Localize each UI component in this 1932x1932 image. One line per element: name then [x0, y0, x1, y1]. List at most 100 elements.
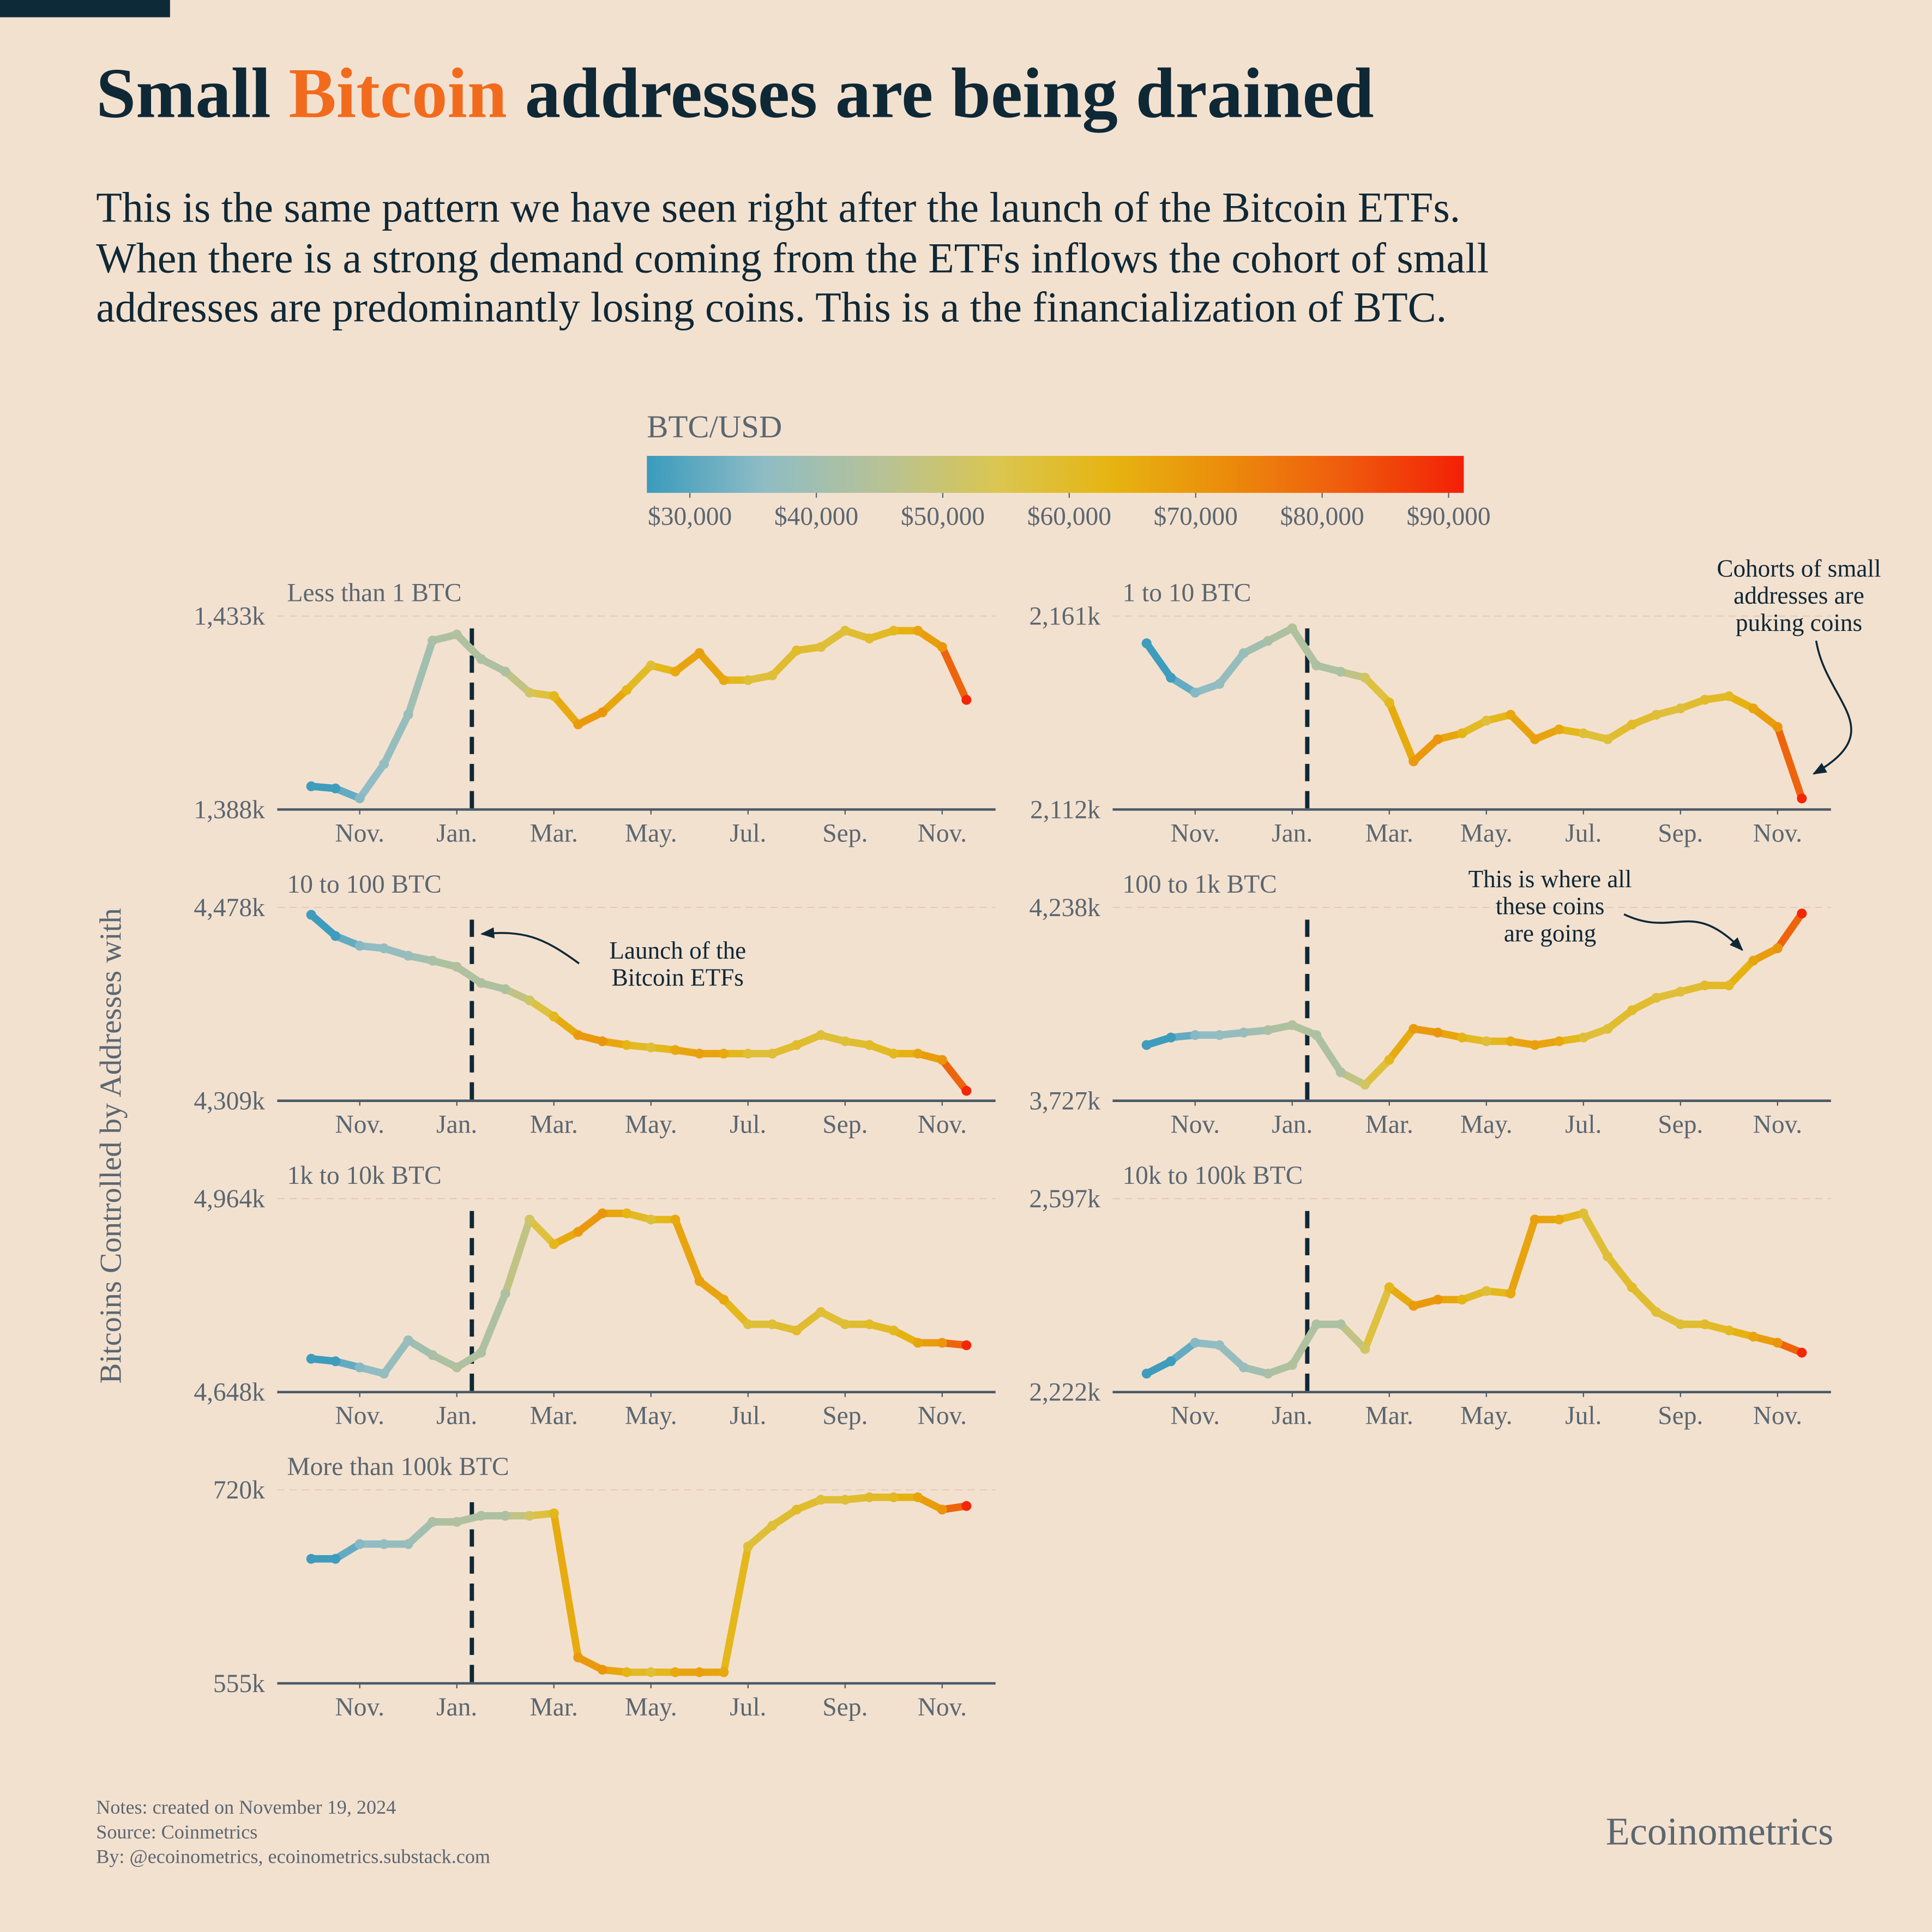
- data-point: [1627, 719, 1637, 730]
- corner-bar: [0, 0, 170, 17]
- x-tick-label: Jan.: [436, 1402, 477, 1430]
- data-point: [694, 1049, 705, 1059]
- colorbar-tick-label: $50,000: [901, 503, 985, 531]
- data-point: [1433, 1027, 1443, 1038]
- panel-title: 10 to 100 BTC: [287, 870, 441, 899]
- line-segment: [307, 911, 339, 940]
- line-segment: [1604, 1006, 1636, 1033]
- data-point: [694, 1667, 705, 1677]
- data-point: [646, 1214, 656, 1225]
- y-tick-label: 1,388k: [194, 796, 265, 824]
- data-point: [622, 685, 632, 695]
- data-point: [1724, 1325, 1734, 1335]
- data-point: [1700, 980, 1710, 991]
- data-point: [1530, 734, 1540, 744]
- title-part: Small: [96, 54, 288, 133]
- x-tick-label: May.: [1460, 1402, 1513, 1430]
- data-point: [428, 955, 438, 966]
- data-point: [961, 1086, 972, 1096]
- data-point: [743, 675, 753, 685]
- data-point: [1384, 697, 1394, 708]
- y-tick-label: 4,238k: [1029, 894, 1100, 922]
- data-point: [743, 1049, 753, 1059]
- line-segment: [550, 1013, 582, 1039]
- data-point: [1481, 1036, 1491, 1046]
- line-segment: [744, 1522, 777, 1550]
- x-tick-label: Nov.: [918, 1110, 967, 1139]
- x-tick-label: Mar.: [1365, 1402, 1413, 1430]
- data-point: [1748, 1332, 1759, 1342]
- x-tick-label: May.: [625, 1110, 677, 1139]
- line-segment: [550, 1509, 582, 1662]
- data-point: [961, 695, 972, 705]
- x-tick-label: Nov.: [918, 819, 967, 847]
- data-point: [1530, 1040, 1540, 1050]
- x-tick-label: Mar.: [530, 1693, 578, 1722]
- panel-title: 1 to 10 BTC: [1122, 579, 1251, 607]
- x-tick-label: Sep.: [822, 1693, 868, 1722]
- data-point: [1409, 1301, 1419, 1311]
- data-point: [597, 1208, 607, 1219]
- subtitle-line: This is the same pattern we have seen ri…: [96, 184, 1460, 231]
- line-segment: [938, 1056, 971, 1095]
- data-point: [573, 1652, 583, 1663]
- data-point: [1506, 1036, 1516, 1046]
- data-point: [670, 666, 681, 677]
- data-point: [1578, 1032, 1588, 1043]
- data-point: [1360, 1080, 1370, 1090]
- colorbar-tick-label: $40,000: [774, 503, 858, 531]
- x-tick-label: Nov.: [1170, 819, 1219, 847]
- data-point: [937, 642, 947, 652]
- data-point: [888, 625, 899, 636]
- data-point: [719, 1667, 729, 1677]
- title-part: addresses are being drained: [507, 54, 1374, 133]
- annotation: Launch of the: [609, 937, 746, 964]
- x-tick-label: Nov.: [1170, 1402, 1219, 1430]
- panel-title: 100 to 1k BTC: [1122, 870, 1277, 899]
- data-point: [1166, 672, 1176, 683]
- data-point: [1554, 724, 1564, 735]
- data-point: [379, 759, 389, 769]
- x-tick-label: Nov.: [1753, 819, 1802, 847]
- line-segment: [404, 1518, 437, 1548]
- y-tick-label: 2,222k: [1029, 1379, 1100, 1407]
- line-segment: [356, 760, 388, 802]
- x-tick-label: May.: [1460, 819, 1513, 847]
- data-point: [1141, 638, 1152, 648]
- data-point: [330, 783, 341, 793]
- data-point: [525, 1510, 535, 1521]
- data-point: [816, 642, 826, 652]
- x-tick-label: Sep.: [822, 819, 868, 847]
- data-point: [840, 1319, 850, 1329]
- data-point: [791, 1504, 802, 1515]
- data-point: [864, 1319, 875, 1329]
- y-tick-label: 4,964k: [194, 1185, 265, 1213]
- line-segment: [526, 1215, 558, 1248]
- x-tick-label: Jul.: [730, 1110, 766, 1139]
- data-point: [719, 1295, 729, 1305]
- data-point: [791, 1040, 802, 1050]
- line-segment: [1725, 956, 1758, 989]
- x-tick-label: Jan.: [436, 1110, 477, 1139]
- data-point: [452, 962, 462, 972]
- data-point: [306, 910, 316, 920]
- data-point: [913, 1338, 923, 1348]
- data-point: [452, 629, 462, 640]
- title-highlight: Bitcoin: [288, 54, 507, 133]
- colorbar-tick-label: $60,000: [1027, 503, 1111, 531]
- line-segment: [1215, 649, 1248, 688]
- data-point: [525, 995, 535, 1006]
- data-point: [1675, 703, 1686, 714]
- data-point: [1384, 1282, 1394, 1292]
- line-segment: [1142, 639, 1175, 682]
- data-point: [1748, 955, 1759, 966]
- data-point: [1335, 1067, 1346, 1078]
- data-point: [1190, 1030, 1200, 1040]
- data-point: [1238, 1027, 1249, 1038]
- data-point: [500, 1510, 510, 1521]
- data-point: [1335, 1319, 1346, 1329]
- line-segment: [720, 1543, 752, 1676]
- data-point: [1166, 1032, 1176, 1043]
- data-point: [888, 1049, 899, 1059]
- data-point: [1651, 709, 1662, 720]
